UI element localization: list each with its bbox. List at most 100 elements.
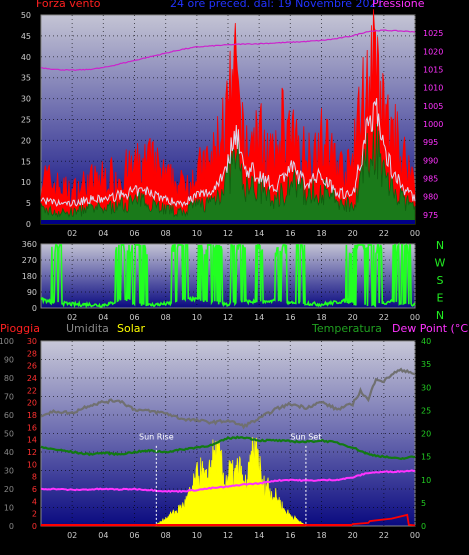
y-tick-right: 980 (423, 193, 438, 202)
y-tick-direction: 360 (22, 240, 37, 249)
x-tick-label: 10 (192, 229, 202, 238)
y-tick-rain: 14 (27, 436, 37, 445)
rain-baseline (41, 524, 352, 526)
y-tick-humidity: 60 (4, 411, 14, 420)
y-tick-rain: 30 (27, 337, 37, 346)
y-tick-direction: 180 (22, 272, 37, 281)
y-tick-rain: 10 (27, 460, 37, 469)
sunrise-label: Sun Rise (139, 433, 174, 442)
y-tick-direction: 0 (32, 304, 37, 313)
y-tick-rain: 24 (27, 374, 37, 383)
pressure-line (40, 29, 415, 72)
y-tick-rain: 2 (32, 510, 37, 519)
y-tick-temperature: 15 (421, 453, 431, 462)
dew-point-line (40, 469, 416, 493)
x-tick-label: 22 (379, 229, 389, 238)
x-tick-label: 04 (98, 313, 108, 322)
x-tick-label: 04 (98, 531, 108, 540)
x-tick-label: 08 (161, 313, 171, 322)
x-tick-label: 00 (410, 313, 420, 322)
x-tick-label: 02 (67, 313, 77, 322)
x-tick-label: 14 (254, 531, 264, 540)
x-tick-label: 20 (348, 313, 358, 322)
y-tick-right: 985 (423, 175, 438, 184)
compass-label: N (436, 239, 444, 252)
y-tick-right: 1010 (423, 84, 443, 93)
rain-label: Pioggia (0, 322, 40, 335)
y-tick-left: 35 (21, 74, 31, 83)
y-tick-humidity: 30 (4, 467, 14, 476)
y-tick-rain: 0 (32, 522, 37, 531)
sunset-label: Sun Set (290, 433, 321, 442)
solar-label: Solar (117, 322, 146, 335)
x-tick-label: 10 (192, 531, 202, 540)
wind-gust-area (40, 9, 416, 225)
x-tick-label: 16 (285, 531, 295, 540)
x-tick-label: 06 (129, 229, 139, 238)
x-tick-label: 14 (254, 229, 264, 238)
x-tick-label: 06 (129, 313, 139, 322)
temperature-label: Temperatura (312, 322, 382, 335)
x-tick-label: 14 (254, 313, 264, 322)
y-tick-left: 0 (26, 220, 31, 229)
y-tick-left: 45 (21, 32, 31, 41)
x-tick-label: 18 (316, 229, 326, 238)
y-tick-right: 975 (423, 211, 438, 220)
y-tick-rain: 22 (27, 386, 37, 395)
y-tick-left: 15 (21, 157, 31, 166)
y-tick-humidity: 40 (4, 448, 14, 457)
y-tick-temperature: 35 (421, 360, 431, 369)
x-tick-label: 08 (161, 229, 171, 238)
y-tick-humidity: 90 (4, 356, 14, 365)
y-tick-rain: 8 (32, 473, 37, 482)
y-tick-humidity: 70 (4, 393, 14, 402)
y-tick-right: 1020 (423, 47, 443, 56)
y-tick-humidity: 10 (4, 504, 14, 513)
compass-label: E (437, 292, 444, 305)
y-tick-rain: 4 (32, 497, 37, 506)
y-tick-left: 5 (26, 199, 31, 208)
y-tick-temperature: 0 (421, 522, 426, 531)
y-tick-rain: 18 (27, 411, 37, 420)
x-tick-label: 06 (129, 531, 139, 540)
wind-mean-line (40, 98, 416, 209)
y-tick-right: 1025 (423, 29, 443, 38)
rain-line (41, 513, 416, 527)
y-tick-humidity: 80 (4, 374, 14, 383)
y-tick-temperature: 10 (421, 476, 431, 485)
humidity-line (40, 367, 415, 430)
x-tick-label: 10 (192, 313, 202, 322)
x-tick-label: 22 (379, 313, 389, 322)
y-tick-temperature: 5 (421, 499, 426, 508)
wind-label: Forza vento (36, 0, 101, 10)
compass-label: S (437, 274, 444, 287)
x-tick-label: 00 (410, 229, 420, 238)
y-tick-left: 25 (21, 116, 31, 125)
x-tick-label: 22 (379, 531, 389, 540)
x-tick-label: 18 (316, 531, 326, 540)
wind-direction-line (40, 242, 416, 309)
humidity-label: Umidita (66, 322, 109, 335)
y-tick-left: 10 (21, 178, 31, 187)
x-tick-label: 20 (348, 229, 358, 238)
y-tick-right: 1005 (423, 102, 443, 111)
x-tick-label: 08 (161, 531, 171, 540)
x-tick-label: 18 (316, 313, 326, 322)
x-tick-label: 04 (98, 229, 108, 238)
y-tick-rain: 26 (27, 362, 37, 371)
y-tick-direction: 270 (22, 256, 37, 265)
y-tick-right: 990 (423, 156, 438, 165)
y-tick-left: 50 (21, 11, 31, 20)
compass-label: N (436, 309, 444, 322)
y-tick-temperature: 25 (421, 406, 431, 415)
x-tick-label: 12 (223, 313, 233, 322)
y-tick-right: 995 (423, 138, 438, 147)
y-tick-humidity: 20 (4, 485, 14, 494)
y-tick-temperature: 30 (421, 383, 431, 392)
x-tick-label: 16 (285, 313, 295, 322)
x-tick-label: 12 (223, 531, 233, 540)
y-tick-rain: 16 (27, 423, 37, 432)
date-range: 24 ore preced. dal: 19 Novembre 2021 (170, 0, 384, 10)
